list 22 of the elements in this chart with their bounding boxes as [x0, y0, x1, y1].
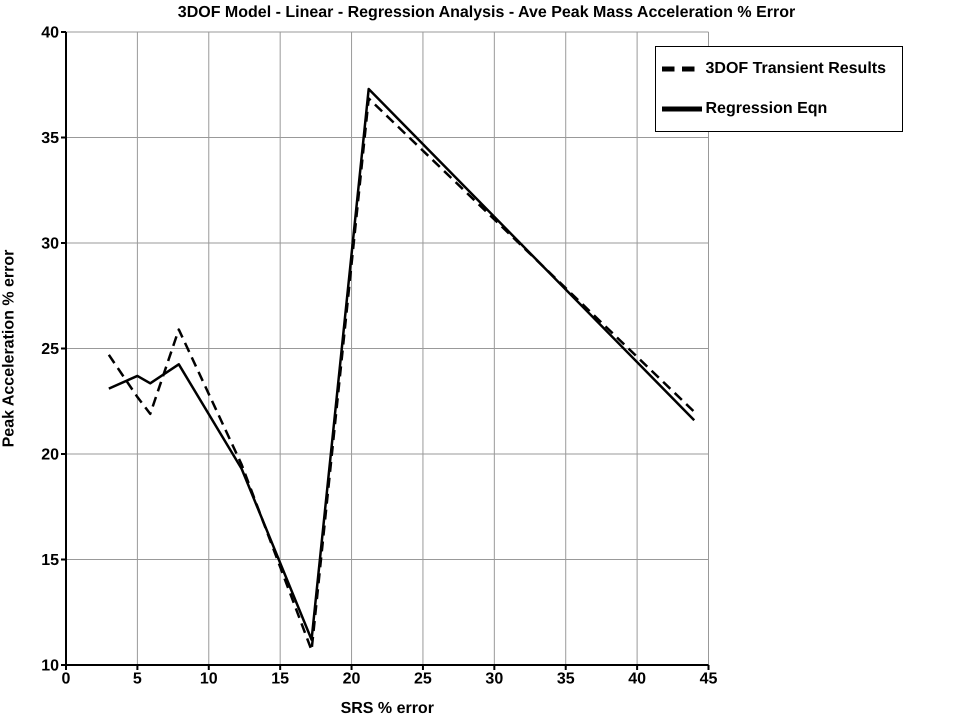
x-tick-label: 15	[271, 670, 290, 688]
x-tick-label: 45	[700, 670, 718, 688]
x-axis-title: SRS % error	[340, 700, 434, 717]
y-tick-label: 30	[41, 236, 60, 253]
x-tick-label: 20	[342, 670, 361, 688]
y-tick-label: 20	[41, 446, 60, 464]
chart-title: 3DOF Model - Linear - Regression Analysis - Ave Peak Mass Acceleration % Error	[176, 4, 796, 22]
x-tick-label: 0	[62, 670, 71, 688]
y-tick-label: 15	[41, 552, 60, 570]
x-tick-label: 5	[132, 670, 142, 688]
legend-label: 3DOF Transient Results	[706, 60, 886, 78]
y-tick-label: 40	[41, 24, 60, 42]
legend-label: Regression Eqn	[706, 100, 828, 118]
y-tick-label: 25	[41, 341, 60, 358]
x-tick-label: 25	[414, 670, 432, 688]
x-tick-label: 35	[556, 670, 575, 688]
y-axis-title: Peak Acceleration % error	[0, 250, 18, 448]
x-tick-label: 30	[485, 670, 504, 688]
y-tick-label: 10	[41, 658, 60, 675]
y-tick-label: 35	[41, 130, 60, 148]
x-tick-label: 40	[628, 670, 646, 688]
x-tick-label: 10	[200, 670, 218, 688]
